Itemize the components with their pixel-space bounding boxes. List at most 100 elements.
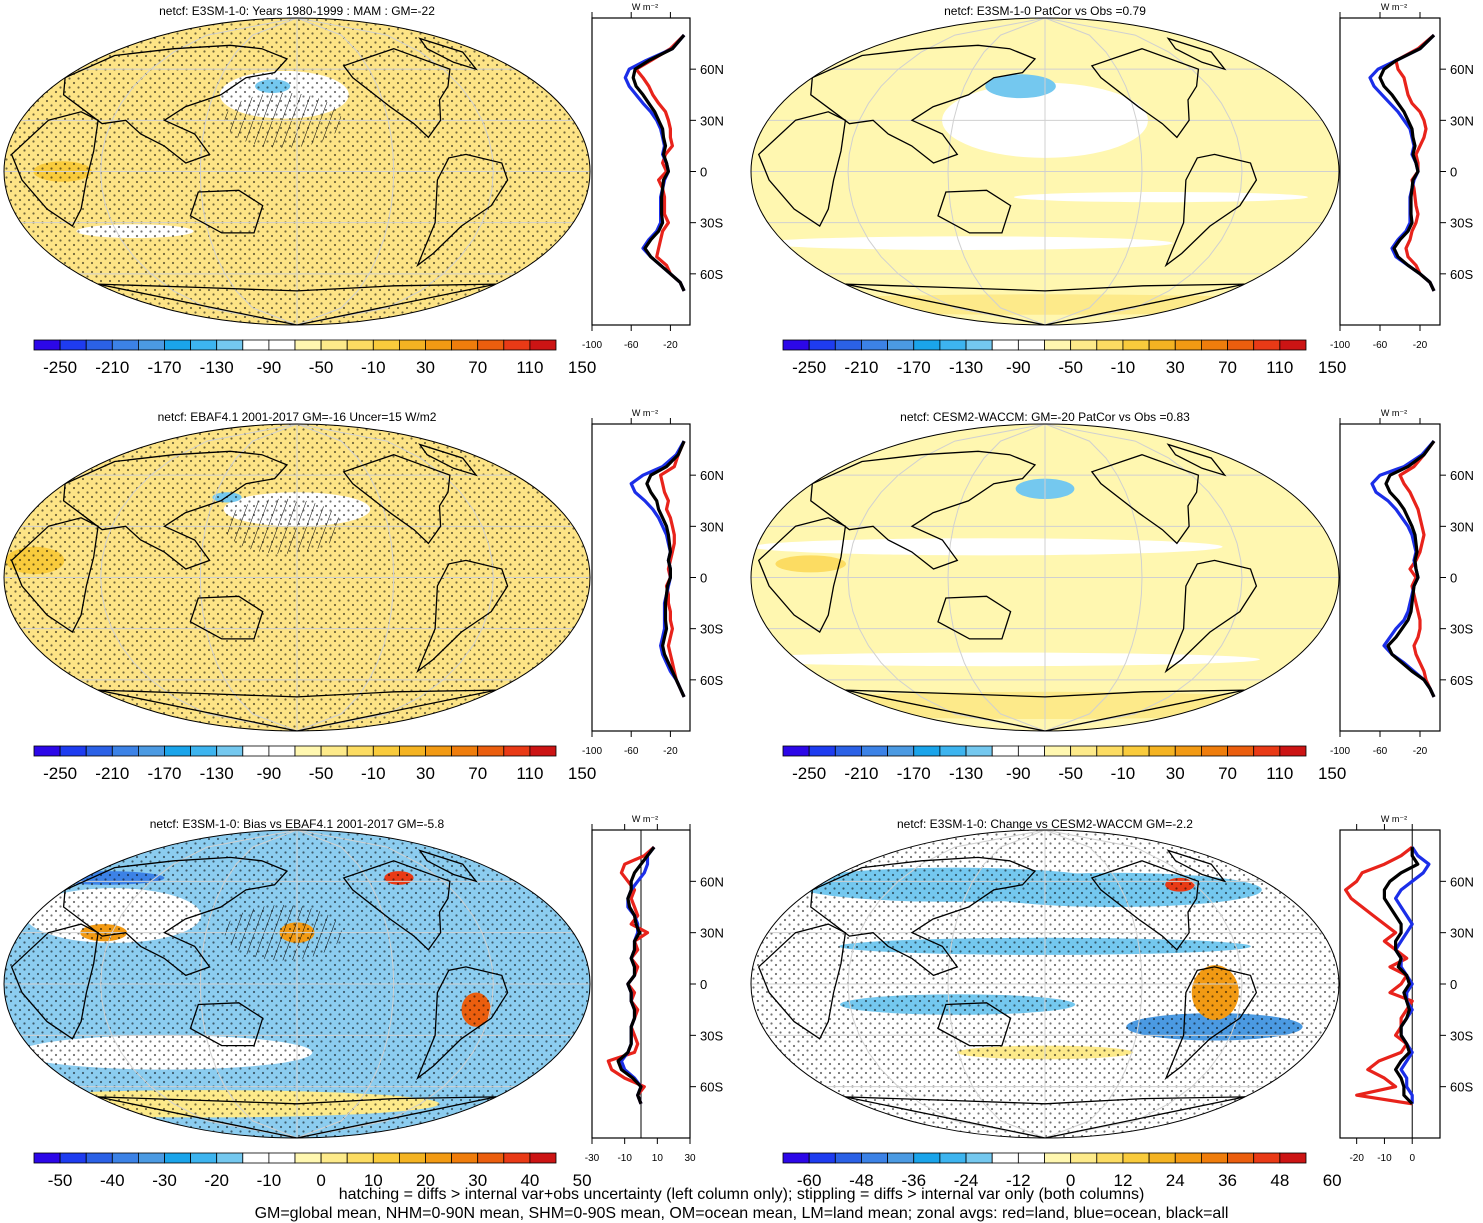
map-coastline (189, 595, 264, 640)
colorbar-label: -50 (309, 358, 334, 377)
colorbar-box (1096, 1152, 1124, 1164)
colorbar-label: -10 (1111, 764, 1136, 783)
map-meridian (1044, 424, 1243, 731)
colorbar-label: -48 (849, 1171, 874, 1190)
colorbar-box (991, 339, 1019, 351)
map-coastline (810, 44, 1037, 164)
colorbar-label: -170 (897, 764, 931, 783)
zonal-lat-label: 0 (700, 165, 707, 180)
colorbar-box (1279, 745, 1307, 757)
colorbar-box (33, 745, 61, 757)
colorbar-label: 10 (364, 1171, 383, 1190)
colorbar-label: -50 (1058, 358, 1083, 377)
colorbar-label: 40 (520, 1171, 539, 1190)
zonal-series-all (616, 846, 656, 1105)
zonal-x-label: -100 (582, 746, 602, 757)
map-meridian (296, 830, 395, 1138)
colorbar-box (1279, 1152, 1307, 1164)
map-coastline (937, 1002, 1012, 1047)
footer-means-note: GM=global mean, NHM=0-90N mean, SHM=0-90… (254, 1205, 1229, 1222)
colorbar-model-clim: -250 -210 -170 -130 -90 -50 -10 30 70 110 150 (33, 339, 596, 377)
colorbar-box (242, 745, 270, 757)
map-coastline (810, 450, 1037, 570)
colorbar-change-ref: -60 -48 -36 -24 -12 0 12 24 36 48 60 (782, 1152, 1342, 1190)
colorbar-box (59, 1152, 87, 1164)
map-meridian (296, 424, 494, 731)
colorbar-box (1044, 1152, 1072, 1164)
colorbar-box (939, 1152, 967, 1164)
map-coastline (418, 849, 478, 883)
map-meridian (296, 18, 395, 325)
zonal-plot-change-ref: -20 -10 0 W m⁻² 60N 30N 0 30S 60S (1339, 814, 1474, 1164)
colorbar-box (1122, 339, 1150, 351)
zonal-plot-obs-clim: -100 -60 -20 W m⁻² 60N 30N 0 30S 60S (582, 408, 724, 757)
zonal-plot-patcor-obs: -100 -60 -20 W m⁻² 60N 30N 0 30S 60S (1330, 2, 1474, 351)
colorbar-box (190, 1152, 218, 1164)
map-anomaly (761, 236, 1173, 250)
colorbar-label: 48 (1270, 1171, 1289, 1190)
colorbar-box (529, 745, 557, 757)
colorbar-label: 60 (1323, 1171, 1342, 1190)
colorbar-box (1070, 745, 1098, 757)
colorbar-box (1122, 1152, 1150, 1164)
map-coastline (97, 283, 497, 325)
colorbar-box (372, 1152, 400, 1164)
map-coastline (189, 1002, 264, 1047)
zonal-lat-label: 30S (1450, 622, 1473, 637)
panel-title: netcf: E3SM-1-0: Bias vs EBAF4.1 2001-20… (150, 817, 445, 831)
map-coastline (62, 856, 289, 977)
colorbar-label: 70 (468, 764, 487, 783)
map-meridian (100, 424, 298, 731)
colorbar-label: 30 (416, 358, 435, 377)
colorbar-label: -170 (147, 358, 181, 377)
zonal-x-label: -10 (1377, 1153, 1392, 1164)
colorbar-label: 30 (1166, 764, 1185, 783)
colorbar-box (1253, 745, 1281, 757)
colorbar-label: -250 (43, 764, 77, 783)
colorbar-label: 12 (1113, 1171, 1132, 1190)
colorbar-box (33, 339, 61, 351)
map-coastline (1090, 454, 1200, 545)
zonal-lat-label: 30N (1450, 926, 1474, 941)
colorbar-box (965, 339, 993, 351)
map-outline (3, 423, 591, 732)
colorbar-box (398, 1152, 426, 1164)
colorbar-box (425, 339, 453, 351)
colorbar-box (1253, 1152, 1281, 1164)
map-anomaly (985, 74, 1056, 99)
colorbar-box (190, 339, 218, 351)
map-coastline (810, 856, 1037, 977)
map-coastline (342, 48, 451, 139)
colorbar-box (164, 1152, 192, 1164)
colorbar-box (1174, 1152, 1202, 1164)
colorbar-box (111, 1152, 139, 1164)
map-coastline (1090, 48, 1200, 139)
zonal-lat-label: 0 (700, 571, 707, 586)
map-anomaly (775, 555, 847, 573)
colorbar-box (991, 1152, 1019, 1164)
map-meridian (1044, 830, 1243, 1138)
map-meridian (847, 830, 1046, 1138)
map-coastline (1164, 153, 1258, 268)
zonal-lat-label: 60N (1450, 468, 1474, 483)
colorbar-box (991, 745, 1019, 757)
colorbar-label: -40 (100, 1171, 125, 1190)
colorbar-box (1148, 745, 1176, 757)
panel-title: netcf: EBAF4.1 2001-2017 GM=-16 Uncer=15… (158, 410, 437, 424)
colorbar-box (503, 745, 531, 757)
map-ref-model-clim (751, 424, 1339, 731)
zonal-lat-label: 60N (700, 874, 724, 889)
map-coastline (844, 1096, 1246, 1138)
zonal-lat-label: 30S (1450, 1028, 1473, 1043)
colorbar-box (861, 745, 889, 757)
zonal-series-land (1398, 440, 1436, 698)
colorbar-label: -170 (147, 764, 181, 783)
colorbar-box (320, 1152, 348, 1164)
map-coastline (1164, 966, 1258, 1081)
colorbar-label: -210 (844, 358, 878, 377)
map-coastline (10, 923, 99, 1040)
zonal-x-label: -60 (1373, 340, 1388, 351)
map-bias-obs (4, 830, 590, 1138)
zonal-x-label: 0 (1409, 1153, 1415, 1164)
map-coastline (62, 450, 289, 570)
